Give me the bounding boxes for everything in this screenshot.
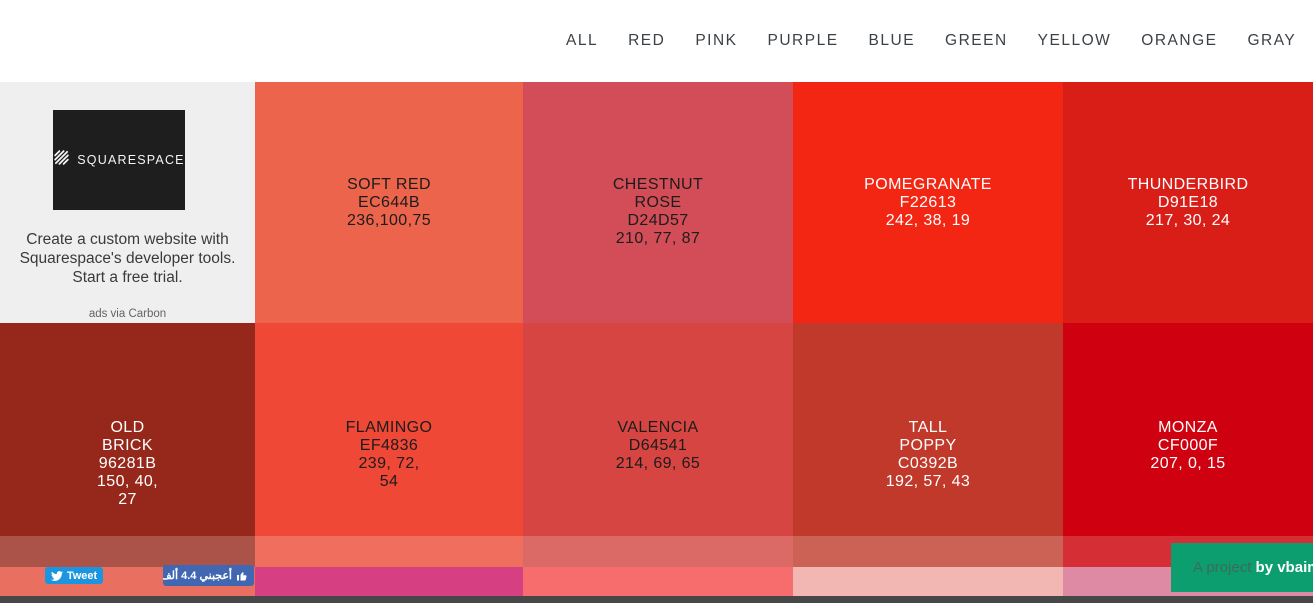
nav-item-blue[interactable]: BLUE: [868, 32, 916, 49]
color-tile-monza[interactable]: MONZA CF000F 207, 0, 15: [1063, 323, 1313, 536]
color-name: FLAMINGO: [345, 419, 433, 436]
nav-item-green[interactable]: GREEN: [945, 32, 1008, 49]
partial-tile[interactable]: [793, 536, 1063, 567]
thumb-up-icon: [236, 570, 248, 582]
partial-tile[interactable]: [0, 536, 255, 567]
color-rgb: 192, 57, 43: [885, 473, 971, 490]
color-name: OLD BRICK: [102, 419, 153, 454]
color-tile-chestnut-rose[interactable]: CHESTNUT ROSE D24D57 210, 77, 87: [523, 82, 793, 323]
color-tile-flamingo[interactable]: FLAMINGO EF4836 239, 72, 54: [255, 323, 523, 536]
color-rgb: 236,100,75: [346, 212, 432, 229]
nav-item-purple[interactable]: PURPLE: [767, 32, 839, 49]
color-hex: D91E18: [1157, 194, 1219, 211]
nav-item-gray[interactable]: GRAY: [1247, 32, 1297, 49]
partial-tile[interactable]: [793, 567, 1063, 596]
tweet-label: Tweet: [66, 569, 98, 582]
project-credit-badge[interactable]: A project by vbaima: [1171, 543, 1313, 592]
partial-tile[interactable]: [255, 567, 523, 596]
partial-tile[interactable]: [523, 567, 793, 596]
top-nav: ALL RED PINK PURPLE BLUE GREEN YELLOW OR…: [0, 0, 1313, 82]
color-name: POMEGRANATE: [864, 176, 992, 193]
badge-author-text: by vbaima: [1255, 559, 1313, 576]
color-hex: F22613: [899, 194, 957, 211]
color-tile-valencia[interactable]: VALENCIA D64541 214, 69, 65: [523, 323, 793, 536]
color-tile-soft-red[interactable]: SOFT RED EC644B 236,100,75: [255, 82, 523, 323]
facebook-like-button[interactable]: أعجبني 4.4 ألف: [163, 565, 254, 586]
ad-logo-text: SQUARESPACE: [77, 153, 185, 167]
color-rgb: 210, 77, 87: [615, 230, 701, 247]
color-name: VALENCIA: [617, 419, 699, 436]
nav-item-pink[interactable]: PINK: [695, 32, 738, 49]
ad-copy[interactable]: Create a custom website with Squarespace…: [19, 231, 236, 286]
color-rgb: 214, 69, 65: [615, 455, 701, 472]
color-hex: EF4836: [359, 437, 419, 454]
color-tile-pomegranate[interactable]: POMEGRANATE F22613 242, 38, 19: [793, 82, 1063, 323]
color-hex: 96281B: [98, 455, 157, 472]
squarespace-logo-icon: [53, 149, 70, 171]
color-hex: CF000F: [1157, 437, 1219, 454]
color-rgb: 217, 30, 24: [1145, 212, 1231, 229]
color-rgb: 242, 38, 19: [885, 212, 971, 229]
color-hex: D24D57: [627, 212, 689, 229]
color-hex: D64541: [628, 437, 688, 454]
color-name: THUNDERBIRD: [1127, 176, 1249, 193]
ad-image[interactable]: SQUARESPACE: [53, 110, 185, 210]
tweet-button[interactable]: Tweet: [45, 567, 103, 584]
partial-tile[interactable]: [523, 536, 793, 567]
nav-item-orange[interactable]: ORANGE: [1141, 32, 1218, 49]
color-tile-thunderbird[interactable]: THUNDERBIRD D91E18 217, 30, 24: [1063, 82, 1313, 323]
footer-bar: [0, 596, 1313, 603]
nav-item-yellow[interactable]: YELLOW: [1037, 32, 1112, 49]
category-nav: ALL RED PINK PURPLE BLUE GREEN YELLOW OR…: [551, 0, 1313, 82]
color-name: CHESTNUT ROSE: [612, 176, 704, 211]
color-tile-old-brick[interactable]: OLD BRICK 96281B 150, 40, 27: [0, 323, 255, 536]
twitter-bird-icon: [50, 570, 63, 582]
color-name: MONZA: [1158, 419, 1218, 436]
color-name: TALL POPPY: [899, 419, 957, 454]
nav-item-all[interactable]: ALL: [566, 32, 599, 49]
partial-tile[interactable]: [255, 536, 523, 567]
ads-via-carbon-link[interactable]: ads via Carbon: [88, 308, 167, 320]
color-hex: EC644B: [358, 194, 420, 211]
nav-item-red[interactable]: RED: [628, 32, 666, 49]
like-label: أعجبني 4.4 ألف: [163, 570, 232, 582]
color-rgb: 150, 40, 27: [96, 473, 159, 508]
carbon-ad-panel: SQUARESPACE Create a custom website with…: [0, 82, 255, 323]
color-rgb: 239, 72, 54: [358, 455, 420, 490]
color-tile-tall-poppy[interactable]: TALL POPPY C0392B 192, 57, 43: [793, 323, 1063, 536]
badge-prefix-text: A project: [1193, 559, 1256, 576]
color-hex: C0392B: [897, 455, 959, 472]
color-rgb: 207, 0, 15: [1150, 455, 1226, 472]
color-name: SOFT RED: [347, 176, 431, 193]
